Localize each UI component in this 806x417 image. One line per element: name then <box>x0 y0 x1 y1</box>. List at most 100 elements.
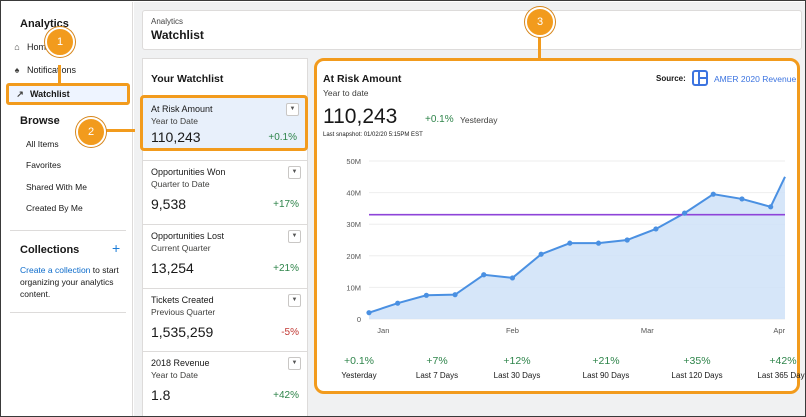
watchlist-card-opps-lost[interactable]: Opportunities Lost Current Quarter 13,25… <box>143 224 307 286</box>
data-point <box>509 275 516 281</box>
card-period: Previous Quarter <box>151 307 216 317</box>
nav-item-label: Home <box>27 42 52 52</box>
browse-link-all-items[interactable]: All Items <box>26 139 59 149</box>
card-change: -5% <box>281 327 299 338</box>
metric-title: At Risk Amount <box>323 73 402 85</box>
period-stat: +7% Last 7 Days <box>407 355 467 380</box>
card-change: +17% <box>273 199 299 210</box>
card-change: +0.1% <box>268 132 297 143</box>
period-stat: +21% Last 90 Days <box>576 355 636 380</box>
watchlist-card-opps-won[interactable]: Opportunities Won Quarter to Date 9,538 … <box>143 160 307 222</box>
data-point <box>624 237 630 243</box>
chevron-down-icon[interactable]: ▼ <box>288 230 301 243</box>
browse-link-created[interactable]: Created By Me <box>26 203 83 213</box>
nav-divider <box>10 312 126 313</box>
y-tick-label: 30M <box>346 220 361 229</box>
chevron-down-icon[interactable]: ▼ <box>286 103 299 116</box>
breadcrumb[interactable]: Analytics <box>151 17 184 26</box>
card-name: Tickets Created <box>151 295 214 305</box>
metric-change-label: Yesterday <box>460 115 498 125</box>
nav-item-home[interactable]: ⌂ Home <box>12 42 51 52</box>
left-nav: Analytics ⌂ Home ♠ Notifications ↗ Watch… <box>2 2 133 416</box>
period-stats: +0.1% Yesterday +7% Last 7 Days +12% Last 30 … <box>327 355 805 385</box>
card-value: 9,538 <box>151 196 187 212</box>
bell-icon: ♠ <box>14 65 20 75</box>
snapshot-text: Last snapshot: 01/02/20 5:15PM EST <box>323 132 423 138</box>
y-tick-label: 20M <box>346 252 361 261</box>
collections-text: Create a collection to start organizing … <box>20 264 124 300</box>
x-tick-label: Apr <box>773 326 785 335</box>
watchlist-title: Your Watchlist <box>151 73 224 85</box>
card-value: 1.8 <box>151 387 171 403</box>
metric-subtitle: Year to date <box>323 88 369 98</box>
nav-item-watchlist[interactable]: ↗ Watchlist <box>6 83 130 105</box>
period-stat-label: Last 120 Days <box>671 371 723 380</box>
data-point <box>567 240 573 246</box>
period-stat-value: +42% <box>769 355 797 367</box>
watchlist-card-tickets[interactable]: Tickets Created Previous Quarter 1,535,2… <box>143 288 307 350</box>
card-period: Current Quarter <box>151 243 211 253</box>
data-point <box>366 310 372 316</box>
data-point <box>739 196 745 202</box>
data-point <box>768 204 774 210</box>
y-tick-label: 10M <box>346 283 361 292</box>
browse-title: Browse <box>20 115 60 127</box>
period-stat-label: Last 7 Days <box>415 371 459 380</box>
card-name: Opportunities Lost <box>151 231 225 241</box>
chevron-down-icon[interactable]: ▼ <box>288 294 301 307</box>
chevron-down-icon[interactable]: ▼ <box>288 357 301 370</box>
card-change: +42% <box>273 390 299 401</box>
chevron-down-icon[interactable]: ▼ <box>288 166 301 179</box>
add-collection-icon[interactable]: + <box>112 240 121 256</box>
watchlist-card-at-risk[interactable]: At Risk Amount Year to Date 110,243 +0.1… <box>140 95 308 151</box>
card-name: Opportunities Won <box>151 167 226 177</box>
browse-link-favorites[interactable]: Favorites <box>26 160 61 170</box>
nav-item-notifications[interactable]: ♠ Notifications <box>12 65 76 75</box>
data-point <box>538 251 544 257</box>
series-line <box>368 176 786 314</box>
collections-description: to start organizing your analytics conte… <box>20 265 119 299</box>
period-stat-value: +0.1% <box>343 355 375 367</box>
x-tick-label: Jan <box>377 326 389 335</box>
callout-badge-3: 3 <box>525 7 555 37</box>
period-stat: +0.1% Yesterday <box>329 355 389 380</box>
callout-connector <box>58 65 61 85</box>
period-stat-value: +21% <box>592 355 620 367</box>
callout-badge-2: 2 <box>76 117 106 147</box>
source-label: Source: <box>656 74 686 83</box>
y-tick-label: 0 <box>357 315 361 324</box>
create-collection-link[interactable]: Create a collection <box>20 265 91 275</box>
period-stat-value: +7% <box>426 355 448 367</box>
nav-item-label: Watchlist <box>30 89 70 99</box>
card-value: 13,254 <box>151 260 194 276</box>
period-stat-label: Last 90 Days <box>582 371 630 380</box>
browse-link-shared[interactable]: Shared With Me <box>26 182 87 192</box>
nav-item-label: Notifications <box>27 65 77 75</box>
callout-connector <box>538 37 541 59</box>
period-stat-label: Last 365 Days <box>757 371 806 380</box>
card-value: 1,535,259 <box>151 324 214 340</box>
data-point <box>423 292 429 298</box>
y-tick-label: 50M <box>346 157 361 166</box>
source-link[interactable]: AMER 2020 Revenue <box>714 74 797 84</box>
period-stat-label: Yesterday <box>341 371 377 380</box>
watchlist-panel: Your Watchlist At Risk Amount Year to Da… <box>140 58 308 416</box>
period-stat: +35% Last 120 Days <box>667 355 727 380</box>
card-period: Year to Date <box>151 370 198 380</box>
page-header: Analytics Watchlist <box>142 10 802 50</box>
home-icon: ⌂ <box>14 42 20 52</box>
dataset-icon <box>692 70 708 86</box>
x-tick-label: Feb <box>506 326 519 335</box>
at-risk-chart: 0 10M 20M 30M 40M 50M Jan Feb Mar Apr <box>346 157 786 335</box>
trend-icon: ↗ <box>16 89 24 99</box>
main-area: Analytics Watchlist Your Watchlist At Ri… <box>134 2 805 416</box>
period-stat-label: Last 30 Days <box>493 371 541 380</box>
watchlist-card-revenue[interactable]: 2018 Revenue Year to Date 1.8 +42% ▼ <box>143 351 307 413</box>
data-point <box>395 300 401 306</box>
data-point <box>595 240 602 246</box>
callout-connector <box>105 129 135 132</box>
metric-detail-panel: At Risk Amount Year to date 110,243 +0.1… <box>314 58 805 394</box>
period-stat: +12% Last 30 Days <box>487 355 547 380</box>
collections-title: Collections <box>20 244 80 256</box>
